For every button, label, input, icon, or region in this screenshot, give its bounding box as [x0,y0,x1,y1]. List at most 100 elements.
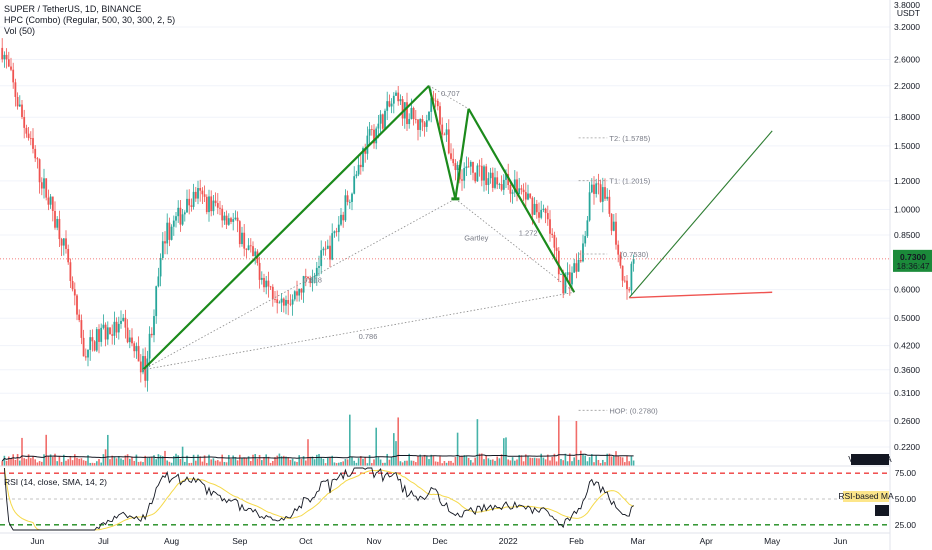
volume-bar [309,456,311,466]
volume-bar [357,458,360,466]
volume-bar [514,460,516,466]
candle-body [29,138,32,139]
volume-bar [448,460,450,466]
rsi-ma-badge [843,491,889,502]
volume-bar [133,460,135,466]
candle-body [370,129,373,130]
volume-bar [265,454,267,466]
candle-body [586,220,589,237]
volume-bar [278,453,281,466]
time-axis-tick: Jun [834,536,848,546]
symbol-title[interactable]: SUPER / TetherUS, 1D, BINANCE [4,4,142,14]
candle-body [359,164,362,168]
candle-body [524,192,527,200]
volume-bar [324,463,327,466]
candle-body [238,221,241,245]
time-axis-tick: Sep [232,536,247,546]
candle-body [590,184,593,193]
candle-body [293,291,296,300]
volume-bar [360,456,362,466]
candle-body [577,260,580,272]
candle-body [100,327,103,342]
volume-bar [107,434,109,466]
pattern-leg [142,84,430,371]
volume-bar [71,460,74,466]
price-axis-tick: 0.4200 [894,341,920,351]
candle-body [461,179,463,181]
volume-bar [217,460,219,466]
volume-bar [382,462,384,466]
candle-body [120,320,122,324]
volume-bar [470,460,472,466]
candle-body [285,299,287,306]
rsi-axis-tick: 75.00 [895,468,917,478]
volume-bar [327,457,329,466]
volume-bar [164,450,166,466]
candle-body [337,224,340,233]
volume-bar [461,455,463,466]
candle-body [626,280,628,290]
candle-body [311,277,314,284]
volume-bar [234,457,237,466]
candle-body [436,100,439,107]
rsi-badge [875,505,889,516]
candle-body [476,165,479,182]
candle-body [181,214,184,225]
volume-bar [322,458,325,466]
candle-body [582,243,584,262]
candle-body [368,129,371,136]
candle-body [612,221,615,231]
volume-bar [144,455,146,466]
candle-body [518,188,521,194]
candle-body [241,232,243,245]
candle-body [84,356,87,358]
volume-bar [135,454,138,466]
volume-bar [562,460,564,466]
volume-bar [285,456,287,466]
volume-bar [478,453,481,466]
volume-bar [313,459,316,466]
volume-bar [340,462,342,466]
pattern-name: Gartley [464,234,488,243]
volume-bar [10,458,12,466]
volume-bar [197,454,199,466]
candle-body [386,101,389,111]
volume-bar [109,459,111,466]
volume-bar [91,462,94,466]
volume-bar [80,458,83,466]
candle-body [142,356,144,373]
volume-bar [157,454,160,466]
volume-bar [258,454,261,466]
candle-body [45,178,48,198]
candle-body [324,248,327,250]
candle-body [280,298,283,303]
candle-body [463,168,466,181]
volume-bar [16,454,19,466]
candle-body [608,196,611,214]
volume-bar [364,456,366,466]
volume-bar [338,462,340,466]
price-axis-tick: 2.2000 [894,81,920,91]
volume-bar [494,460,496,466]
candle-body [465,166,468,169]
volume-bar [445,462,448,466]
volume-bar [401,462,404,466]
volume-bar [333,462,336,466]
candle-body [615,221,617,245]
candle-body [102,324,105,328]
volume-bar [454,457,457,466]
indicator-title[interactable]: HPC (Combo) (Regular, 500, 30, 300, 2, 5… [4,15,176,25]
volume-bar [261,460,263,466]
volume-bar [276,455,278,466]
volume-bar [311,456,314,466]
volume-bar [492,459,494,466]
volume-bar [395,441,397,466]
volume-bar [577,459,580,466]
volume-bar [221,454,223,466]
volume-bar [542,457,545,466]
volume-title[interactable]: Vol (50) [4,26,36,36]
volume-bar [632,460,635,466]
candle-body [265,280,268,288]
